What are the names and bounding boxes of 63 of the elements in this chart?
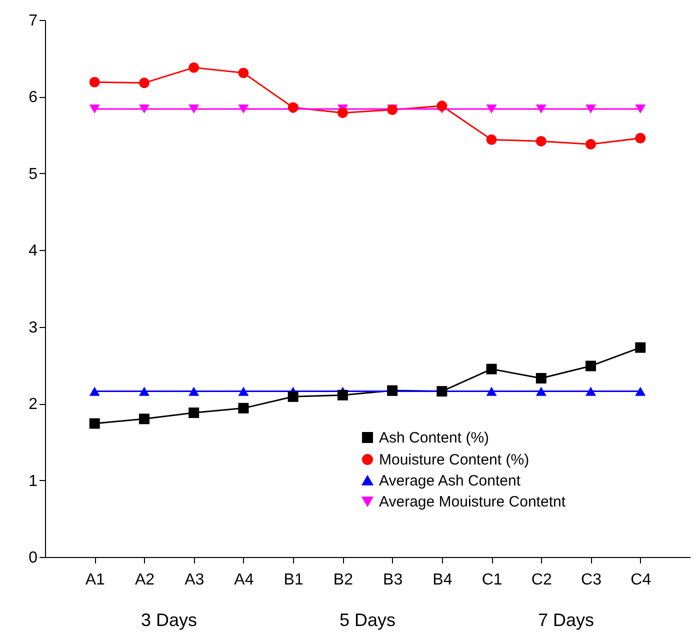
point xyxy=(138,386,150,396)
point xyxy=(586,104,596,114)
point xyxy=(89,104,100,114)
point xyxy=(486,386,497,396)
point xyxy=(337,108,348,118)
x-tick-label: A1 xyxy=(85,572,105,588)
x-tick-label: A3 xyxy=(184,572,204,588)
legend-label: Ash Content (%) xyxy=(379,430,490,446)
point xyxy=(138,104,150,114)
point xyxy=(238,68,249,78)
point xyxy=(486,104,497,114)
y-tick-label: 4 xyxy=(28,242,38,260)
point xyxy=(89,386,100,396)
point xyxy=(436,100,448,112)
point xyxy=(188,62,200,73)
point xyxy=(89,418,100,429)
point xyxy=(536,373,546,384)
point xyxy=(635,386,646,396)
x-tick-label: C4 xyxy=(630,572,652,588)
x-tick-label: B3 xyxy=(383,572,403,588)
point xyxy=(586,386,596,396)
x-tick-label: A4 xyxy=(234,572,254,588)
point xyxy=(486,364,497,374)
point xyxy=(635,342,646,353)
text: 7 Days xyxy=(538,610,594,631)
point xyxy=(586,139,596,150)
point xyxy=(586,360,596,372)
y-tick-label: 1 xyxy=(28,472,38,490)
point xyxy=(188,104,200,114)
legend-label: Average Mouisture Contetnt xyxy=(379,494,566,510)
y-tick-label: 0 xyxy=(28,550,38,566)
point xyxy=(138,414,150,424)
y-tick-label: 3 xyxy=(28,319,38,336)
point xyxy=(89,76,100,88)
legend-label: Mouisture Content (%) xyxy=(379,452,530,468)
x-tick-label: B1 xyxy=(284,572,304,588)
y-tick-label: 2 xyxy=(28,396,38,414)
y-tick-label: 7 xyxy=(28,12,38,30)
text: 5 Days xyxy=(339,610,396,631)
x-tick-label: C3 xyxy=(581,572,602,588)
point xyxy=(238,104,249,114)
y-tick-label: 5 xyxy=(28,166,38,183)
point xyxy=(635,132,646,144)
legend-label: Average Ash Content xyxy=(379,472,522,490)
point xyxy=(238,402,249,414)
point xyxy=(238,386,249,396)
point xyxy=(536,104,546,114)
point xyxy=(486,134,497,145)
x-tick-label: B2 xyxy=(333,572,354,588)
point xyxy=(536,136,546,146)
x-tick-label: C1 xyxy=(482,572,502,588)
point xyxy=(188,408,200,418)
y-tick-label: 6 xyxy=(28,89,38,106)
x-tick-label: C2 xyxy=(531,572,552,588)
point xyxy=(635,104,646,114)
point xyxy=(138,78,150,88)
x-tick-label: A2 xyxy=(134,572,155,588)
text: 3 Days xyxy=(141,610,198,631)
point xyxy=(536,386,546,396)
x-tick-label: B4 xyxy=(432,572,452,588)
point xyxy=(188,386,200,396)
point xyxy=(337,390,348,400)
point xyxy=(288,391,298,402)
